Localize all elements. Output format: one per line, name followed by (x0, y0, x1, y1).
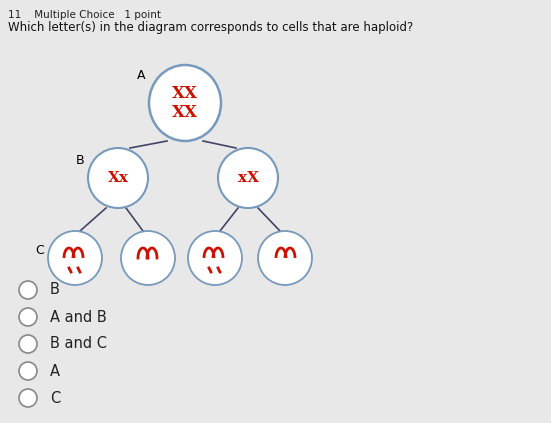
Text: XX
XX: XX XX (172, 85, 198, 121)
Circle shape (19, 362, 37, 380)
Ellipse shape (218, 148, 278, 208)
Circle shape (19, 281, 37, 299)
Ellipse shape (88, 148, 148, 208)
Circle shape (19, 308, 37, 326)
Text: Xx: Xx (107, 171, 128, 185)
Text: C: C (50, 390, 60, 406)
Circle shape (19, 335, 37, 353)
Ellipse shape (121, 231, 175, 285)
Ellipse shape (48, 231, 102, 285)
Text: xX: xX (237, 171, 258, 185)
Ellipse shape (149, 65, 221, 141)
Text: A: A (137, 69, 145, 82)
Text: B: B (75, 154, 84, 167)
Text: 11    Multiple Choice   1 point: 11 Multiple Choice 1 point (8, 10, 161, 20)
Text: Which letter(s) in the diagram corresponds to cells that are haploid?: Which letter(s) in the diagram correspon… (8, 21, 413, 34)
Text: B: B (50, 283, 60, 297)
Text: B and C: B and C (50, 337, 107, 352)
Circle shape (19, 389, 37, 407)
Ellipse shape (188, 231, 242, 285)
Ellipse shape (258, 231, 312, 285)
Text: C: C (35, 244, 44, 256)
Text: A: A (50, 363, 60, 379)
Text: A and B: A and B (50, 310, 107, 324)
